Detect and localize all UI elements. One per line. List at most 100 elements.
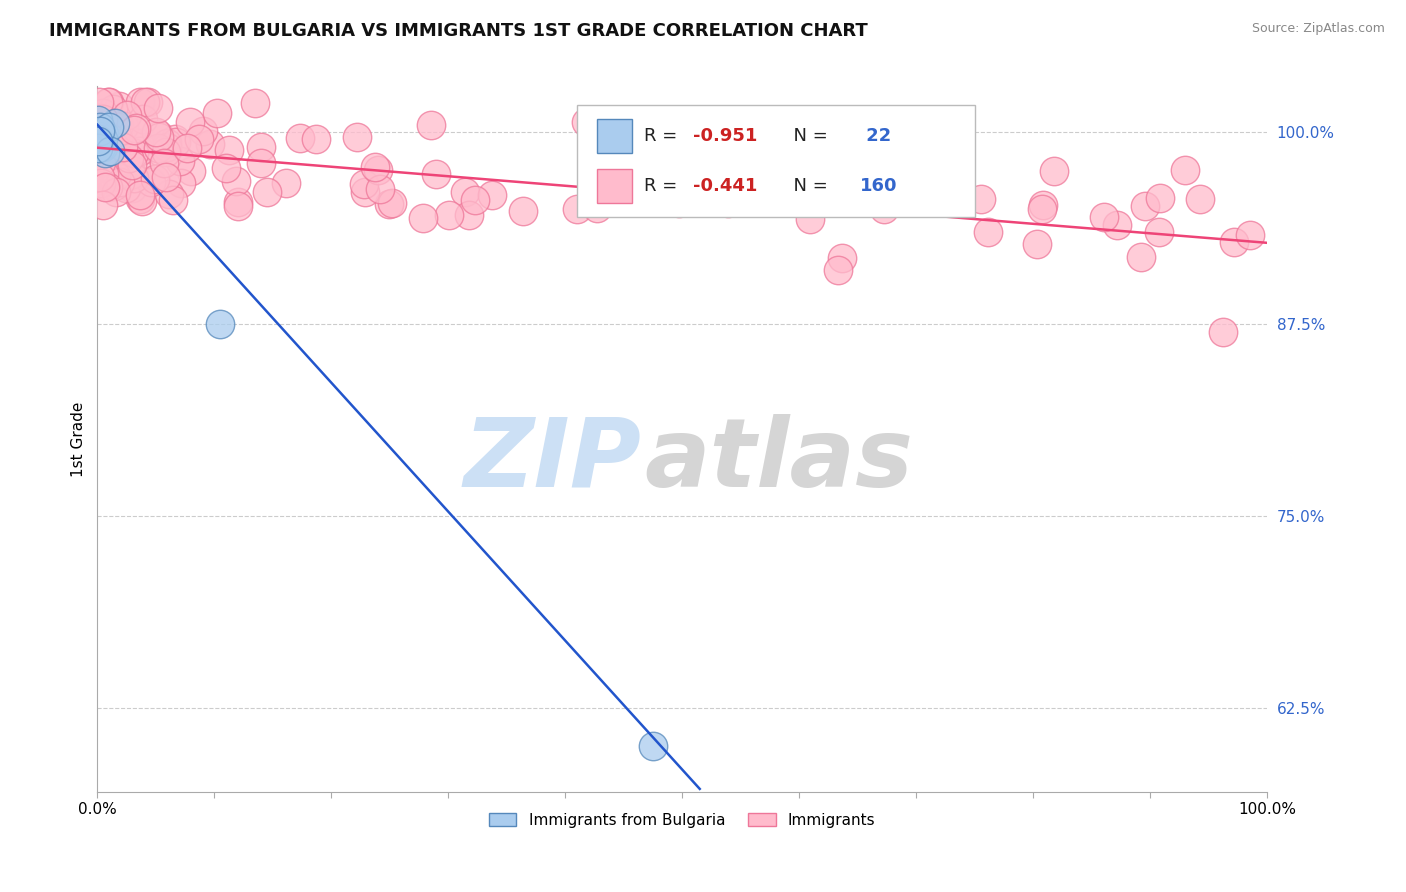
Point — [1105, 218, 1128, 232]
Point — [96, 152, 118, 166]
Point — [87, 128, 110, 143]
Text: R =: R = — [644, 127, 682, 145]
Point — [129, 95, 152, 109]
Point — [107, 120, 129, 135]
Point — [129, 144, 152, 158]
FancyBboxPatch shape — [576, 105, 974, 217]
Point — [93, 128, 115, 142]
Point — [353, 177, 375, 191]
Point — [215, 161, 238, 176]
Point — [93, 140, 115, 154]
Point — [87, 112, 110, 126]
Point — [148, 141, 170, 155]
Point — [112, 136, 135, 150]
Point — [87, 134, 110, 148]
Point — [799, 212, 821, 227]
Point — [97, 126, 120, 140]
Point — [1212, 325, 1234, 339]
Point — [153, 156, 176, 170]
Point — [970, 192, 993, 206]
Point — [155, 140, 177, 154]
Point — [94, 134, 117, 148]
Point — [104, 116, 127, 130]
Point — [89, 137, 111, 152]
Point — [179, 115, 201, 129]
Point — [225, 174, 247, 188]
Point — [107, 131, 129, 145]
Point — [125, 120, 148, 135]
Point — [120, 134, 142, 148]
Point — [157, 187, 180, 202]
Point — [658, 173, 681, 187]
Point — [121, 181, 143, 195]
Point — [673, 185, 696, 199]
Point — [354, 185, 377, 199]
Point — [250, 139, 273, 153]
Point — [89, 121, 111, 136]
Point — [1174, 163, 1197, 178]
Point — [218, 143, 240, 157]
Point — [439, 208, 461, 222]
Point — [693, 177, 716, 191]
Point — [117, 108, 139, 122]
Point — [89, 126, 111, 140]
Point — [115, 181, 138, 195]
Point — [165, 136, 187, 150]
Point — [90, 128, 112, 142]
Point — [586, 202, 609, 216]
Point — [304, 132, 326, 146]
Point — [346, 130, 368, 145]
Point — [94, 180, 117, 194]
Point — [110, 176, 132, 190]
Point — [90, 154, 112, 169]
Point — [170, 176, 193, 190]
Point — [205, 105, 228, 120]
Point — [243, 96, 266, 111]
Point — [288, 131, 311, 145]
Point — [89, 124, 111, 138]
Point — [129, 188, 152, 202]
Point — [96, 165, 118, 179]
Point — [1147, 225, 1170, 239]
Text: 22: 22 — [860, 127, 891, 145]
Point — [91, 120, 114, 135]
Point — [191, 124, 214, 138]
Point — [101, 127, 124, 141]
Point — [136, 95, 159, 109]
Point — [97, 120, 120, 135]
Point — [103, 178, 125, 193]
Text: ZIP: ZIP — [464, 414, 641, 507]
Point — [93, 167, 115, 181]
Point — [89, 132, 111, 146]
Point — [249, 156, 271, 170]
Point — [425, 167, 447, 181]
Point — [1043, 164, 1066, 178]
Point — [198, 137, 221, 152]
Point — [131, 194, 153, 208]
Point — [176, 141, 198, 155]
FancyBboxPatch shape — [596, 169, 631, 203]
Point — [378, 197, 401, 211]
Point — [94, 146, 117, 161]
Point — [87, 136, 110, 150]
Point — [89, 169, 111, 184]
Point — [364, 160, 387, 174]
Point — [367, 163, 389, 178]
Point — [641, 739, 664, 753]
Point — [683, 161, 706, 175]
Point — [87, 112, 110, 127]
Point — [155, 145, 177, 159]
Point — [1135, 199, 1157, 213]
Point — [143, 143, 166, 157]
Point — [97, 95, 120, 109]
Point — [148, 129, 170, 144]
Point — [132, 112, 155, 127]
Point — [163, 132, 186, 146]
Point — [155, 169, 177, 184]
Point — [156, 136, 179, 150]
Point — [90, 139, 112, 153]
FancyBboxPatch shape — [596, 120, 631, 153]
Point — [1239, 228, 1261, 243]
Point — [96, 167, 118, 181]
Point — [381, 196, 404, 211]
